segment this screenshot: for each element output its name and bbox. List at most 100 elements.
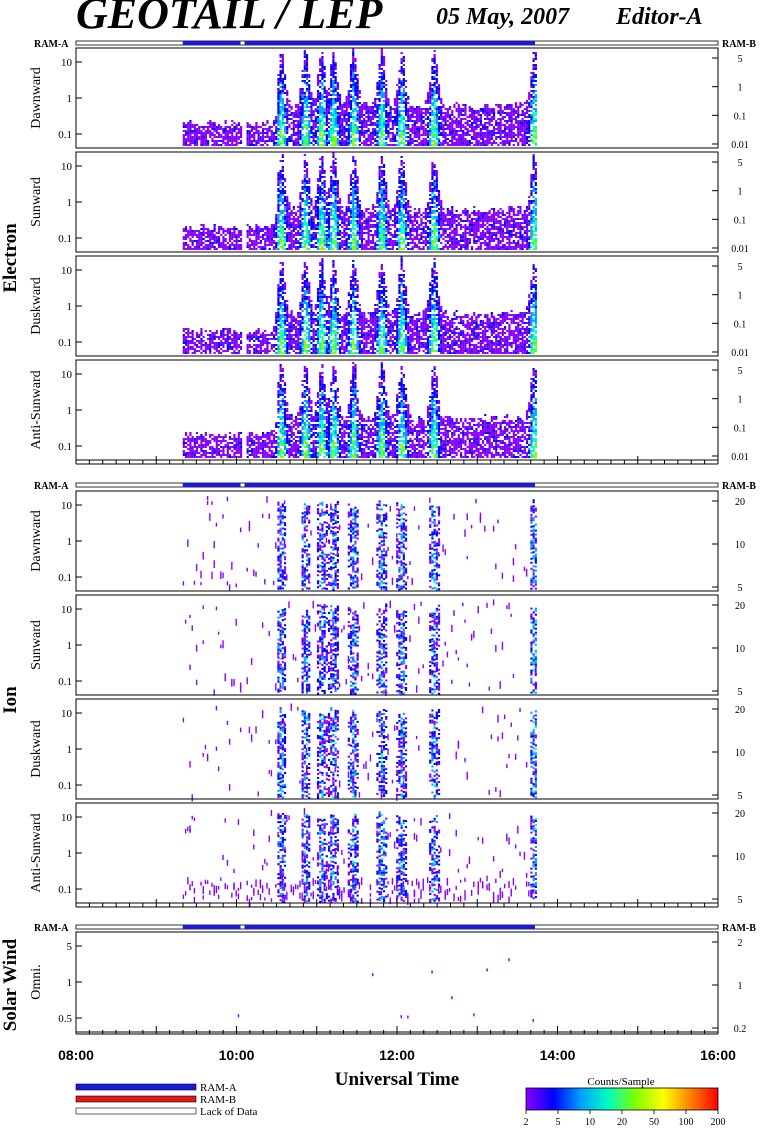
spectrogram-cell	[426, 98, 430, 100]
spectrogram-cell	[415, 228, 419, 230]
spectrogram-cell	[341, 134, 344, 136]
spectrogram-cell	[213, 230, 216, 232]
spectrogram-cell	[525, 120, 529, 122]
spectrogram-cell	[349, 248, 353, 250]
spectrogram-cell	[198, 126, 201, 128]
spectrogram-cell	[202, 144, 205, 146]
spectrogram-cell	[360, 106, 364, 108]
spectrogram-cell	[374, 122, 377, 124]
spectrogram-cell	[193, 128, 196, 130]
spectrogram-cell	[393, 222, 397, 224]
spectrogram-cell	[312, 104, 315, 106]
spectrogram-cell	[393, 218, 397, 220]
spectrogram-cell	[431, 120, 434, 122]
spectrogram-cell	[473, 116, 476, 118]
spectrogram-cell	[352, 82, 355, 84]
spectrogram-cell	[404, 230, 408, 232]
spectrogram-cell	[429, 130, 432, 132]
spectrogram-cell	[336, 230, 339, 232]
spectrogram-cell	[325, 124, 328, 126]
spectrogram-cell	[508, 134, 511, 136]
spectrogram-cell	[301, 238, 304, 240]
spectrogram-cell	[189, 144, 192, 146]
spectrogram-cell	[435, 70, 438, 72]
spectrogram-cell	[433, 102, 436, 104]
spectrogram-cell	[308, 180, 311, 182]
spectrogram-cell	[356, 98, 359, 100]
spectrogram-cell	[404, 120, 408, 122]
spectrogram-cell	[506, 120, 509, 122]
spectrogram-cell	[253, 144, 256, 146]
spectrogram-cell	[292, 132, 295, 134]
spectrogram-cell	[233, 144, 236, 146]
spectrogram-cell	[435, 188, 438, 190]
spectrogram-cell	[277, 102, 280, 104]
spectrogram-cell	[404, 110, 408, 112]
spectrogram-cell	[382, 110, 386, 112]
spectrogram-cell	[325, 220, 328, 222]
spectrogram-cell	[187, 144, 190, 146]
spectrogram-cell	[222, 248, 225, 250]
spectrogram-cell	[407, 102, 410, 104]
spectrogram-cell	[429, 96, 432, 98]
spectrogram-cell	[503, 116, 507, 118]
spectrogram-cell	[530, 104, 533, 106]
spectrogram-cell	[314, 236, 317, 238]
spectrogram-cell	[367, 218, 370, 220]
spectrogram-cell	[270, 134, 273, 136]
spectrogram-cell	[398, 102, 401, 104]
spectrogram-cell	[303, 178, 306, 180]
spectrogram-cell	[189, 142, 192, 144]
spectrogram-cell	[422, 240, 425, 242]
spectrogram-cell	[360, 232, 364, 234]
spectrogram-cell	[376, 142, 379, 144]
spectrogram-cell	[530, 138, 533, 140]
spectrogram-cell	[277, 98, 280, 100]
spectrogram-cell	[279, 92, 282, 94]
spectrogram-cell	[224, 248, 227, 250]
spectrogram-cell	[288, 246, 291, 248]
spectrogram-cell	[213, 130, 216, 132]
spectrogram-cell	[334, 110, 337, 112]
spectrogram-cell	[220, 226, 223, 228]
spectrogram-cell	[459, 108, 463, 110]
spectrogram-cell	[332, 132, 335, 134]
spectrogram-cell	[184, 234, 188, 236]
spectrogram-cell	[305, 98, 309, 100]
spectrogram-cell	[400, 210, 403, 212]
spectrogram-cell	[281, 116, 284, 118]
spectrogram-cell	[354, 100, 357, 102]
spectrogram-cell	[343, 224, 346, 226]
spectrogram-cell	[530, 82, 533, 84]
spectrogram-cell	[352, 144, 355, 146]
spectrogram-cell	[501, 116, 504, 118]
spectrogram-cell	[459, 136, 463, 138]
spectrogram-cell	[418, 118, 421, 120]
spectrogram-cell	[499, 118, 502, 120]
spectrogram-cell	[279, 232, 282, 234]
spectrogram-cell	[226, 142, 229, 144]
spectrogram-cell	[380, 134, 383, 136]
spectrogram-cell	[411, 220, 414, 222]
spectrogram-cell	[316, 242, 320, 244]
spectrogram-cell	[382, 234, 386, 236]
spectrogram-cell	[407, 124, 410, 126]
spectrogram-cell	[330, 90, 333, 92]
spectrogram-cell	[433, 56, 436, 58]
spectrogram-cell	[292, 228, 295, 230]
spectrogram-cell	[248, 134, 251, 136]
spectrogram-cell	[387, 206, 390, 208]
spectrogram-cell	[352, 248, 355, 250]
spectrogram-cell	[336, 134, 339, 136]
spectrogram-cell	[316, 218, 320, 220]
spectrogram-cell	[440, 124, 443, 126]
spectrogram-cell	[398, 202, 401, 204]
spectrogram-cell	[237, 240, 240, 242]
spectrogram-cell	[294, 228, 298, 230]
spectrogram-cell	[338, 96, 342, 98]
spectrogram-cell	[288, 226, 291, 228]
spectrogram-cell	[283, 108, 287, 110]
spectrogram-cell	[226, 132, 229, 134]
spectrogram-cell	[323, 170, 326, 172]
spectrogram-cell	[352, 86, 355, 88]
